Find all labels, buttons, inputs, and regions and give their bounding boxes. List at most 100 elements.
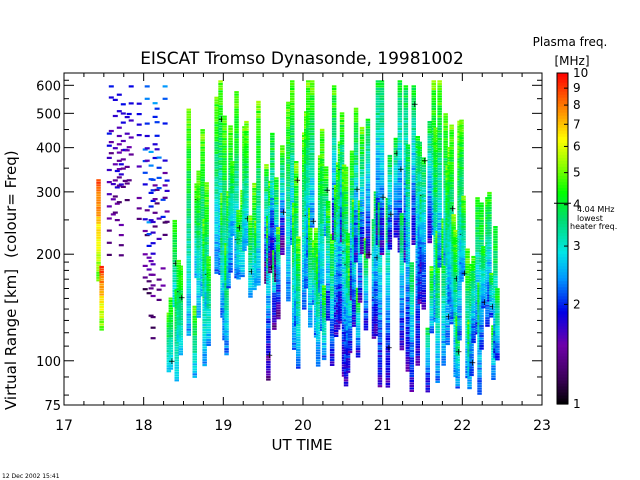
data-cell (218, 162, 223, 165)
data-cell (196, 268, 201, 271)
data-cell (385, 335, 391, 338)
data-cell (196, 218, 201, 221)
data-cell (274, 187, 279, 190)
data-cell (248, 268, 253, 271)
data-cell (323, 168, 329, 172)
data-cell (266, 370, 271, 374)
data-cell (377, 352, 383, 355)
data-cell (377, 280, 383, 283)
data-cell (347, 330, 353, 334)
data-cell (218, 102, 223, 105)
data-cell (222, 225, 227, 228)
data-cell (365, 178, 371, 181)
data-cell (302, 249, 307, 253)
data-cell (365, 246, 371, 249)
data-cell (150, 316, 156, 319)
data-cell (325, 258, 331, 261)
data-cell (353, 222, 359, 225)
data-cell (240, 214, 245, 218)
data-cell (306, 95, 311, 98)
data-cell (264, 164, 269, 167)
data-cell (154, 188, 160, 191)
data-cell (264, 176, 269, 179)
data-cell (280, 250, 285, 253)
data-cell (214, 204, 219, 207)
data-cell (272, 312, 277, 315)
data-cell (96, 271, 101, 274)
data-cell (276, 297, 281, 300)
data-cell (230, 171, 235, 174)
data-cell (397, 155, 403, 158)
data-cell (274, 219, 279, 222)
data-cell (290, 197, 295, 200)
data-cell (214, 244, 219, 247)
data-cell (236, 272, 241, 275)
data-cell (365, 191, 371, 194)
data-cell (186, 206, 191, 209)
data-cell (206, 298, 211, 301)
data-cell (397, 205, 403, 208)
data-cell (196, 290, 201, 293)
data-cell (274, 224, 279, 227)
data-cell (337, 286, 343, 289)
data-cell (363, 285, 369, 288)
data-cell (337, 283, 343, 287)
data-cell (337, 306, 343, 309)
data-cell (234, 113, 239, 116)
data-cell (379, 215, 385, 218)
data-cell (156, 237, 162, 240)
data-cell (329, 353, 335, 356)
data-cell (276, 244, 281, 247)
data-cell (200, 189, 205, 192)
data-cell (377, 312, 383, 315)
data-cell (409, 344, 414, 347)
data-cell (399, 243, 405, 246)
data-cell (240, 224, 245, 228)
data-cell (373, 258, 379, 262)
data-cell (387, 224, 393, 228)
data-cell (286, 289, 291, 292)
data-cell (286, 269, 291, 272)
data-cell (234, 251, 239, 254)
data-cell (319, 138, 325, 141)
data-cell (196, 273, 201, 276)
data-cell (363, 300, 369, 303)
data-cell (379, 190, 385, 193)
data-cell (286, 231, 291, 234)
data-cell (329, 336, 335, 339)
data-cell (178, 353, 183, 356)
data-cell (337, 291, 343, 294)
data-cell (276, 252, 281, 255)
data-cell (321, 337, 327, 341)
data-cell (321, 295, 327, 298)
data-cell (325, 215, 331, 219)
data-cell (315, 356, 321, 360)
data-cell (302, 274, 307, 278)
data-cell (200, 184, 205, 187)
data-cell (310, 120, 315, 123)
data-cell (174, 371, 179, 374)
marker-cross: + (294, 176, 302, 186)
data-cell (276, 242, 281, 245)
data-cell (329, 253, 335, 256)
data-cell (337, 241, 343, 244)
data-cell (144, 134, 150, 138)
data-cell (202, 354, 207, 357)
data-cell (409, 382, 414, 385)
data-cell (142, 276, 148, 279)
data-cell (355, 327, 361, 330)
data-cell (306, 105, 311, 108)
data-cell (315, 319, 321, 322)
data-cell (377, 372, 383, 375)
data-cell (308, 262, 313, 265)
data-cell (411, 152, 416, 155)
data-cell (345, 250, 351, 253)
data-cell (186, 298, 191, 301)
data-cell (248, 225, 253, 228)
data-cell (214, 221, 219, 224)
data-cell (244, 200, 249, 204)
data-cell (178, 315, 183, 318)
data-cell (108, 141, 114, 144)
data-cell (252, 192, 257, 196)
data-cell (363, 275, 369, 278)
